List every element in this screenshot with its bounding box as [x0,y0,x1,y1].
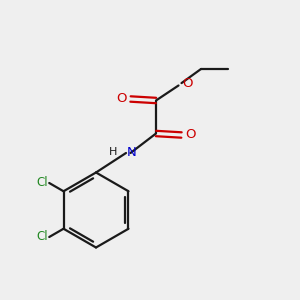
Text: O: O [185,128,196,142]
Text: O: O [182,76,193,90]
Text: O: O [116,92,127,106]
Text: H: H [109,147,118,158]
Text: N: N [127,146,136,159]
Text: Cl: Cl [36,176,48,190]
Text: Cl: Cl [36,230,48,244]
